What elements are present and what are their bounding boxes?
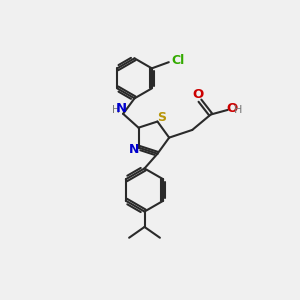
- Text: Cl: Cl: [171, 54, 184, 67]
- Text: N: N: [116, 102, 127, 115]
- Text: H: H: [112, 105, 120, 115]
- Text: S: S: [157, 111, 166, 124]
- Text: H: H: [234, 105, 243, 115]
- Text: O: O: [193, 88, 204, 101]
- Text: O: O: [226, 102, 237, 115]
- Text: N: N: [129, 143, 139, 156]
